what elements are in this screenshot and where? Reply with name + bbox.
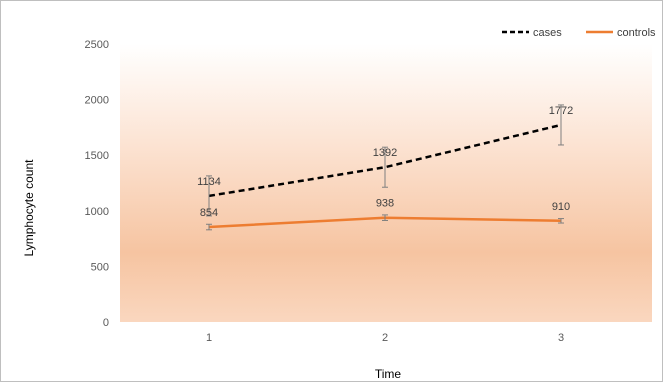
y-tick-label: 500 — [91, 261, 109, 273]
legend-item-controls: controls — [586, 27, 656, 39]
y-axis-ticks: 0 500 1000 1500 2000 2500 — [85, 39, 109, 329]
data-label-controls: 854 — [200, 207, 218, 219]
x-tick-label: 3 — [558, 332, 564, 344]
y-axis-title: Lymphocyte count — [22, 159, 36, 257]
data-label-controls: 910 — [552, 201, 570, 213]
data-labels: 1134 1392 1772 854 938 910 — [197, 105, 573, 219]
legend-item-cases: cases — [502, 27, 562, 39]
error-bar-controls — [558, 218, 564, 224]
data-label-cases: 1392 — [373, 147, 397, 159]
legend-label: cases — [533, 27, 562, 39]
x-axis-ticks: 1 2 3 — [206, 332, 564, 344]
error-bar-cases — [558, 104, 564, 146]
y-tick-label: 2500 — [85, 39, 109, 51]
data-label-controls: 938 — [376, 198, 394, 210]
error-bar-cases — [206, 175, 212, 217]
error-bar-controls — [382, 214, 388, 221]
legend-label: controls — [617, 27, 656, 39]
error-bar-controls — [206, 223, 212, 231]
legend: cases controls — [502, 27, 656, 39]
data-label-cases: 1772 — [549, 105, 573, 117]
data-label-cases: 1134 — [197, 176, 221, 188]
y-tick-label: 1000 — [85, 206, 109, 218]
x-axis-title: Time — [375, 367, 402, 381]
x-tick-label: 2 — [382, 332, 388, 344]
error-bar-cases — [382, 146, 388, 188]
y-tick-label: 2000 — [85, 95, 109, 107]
x-tick-label: 1 — [206, 332, 212, 344]
y-tick-label: 0 — [103, 317, 109, 329]
y-tick-label: 1500 — [85, 150, 109, 162]
series-layer — [206, 104, 564, 231]
